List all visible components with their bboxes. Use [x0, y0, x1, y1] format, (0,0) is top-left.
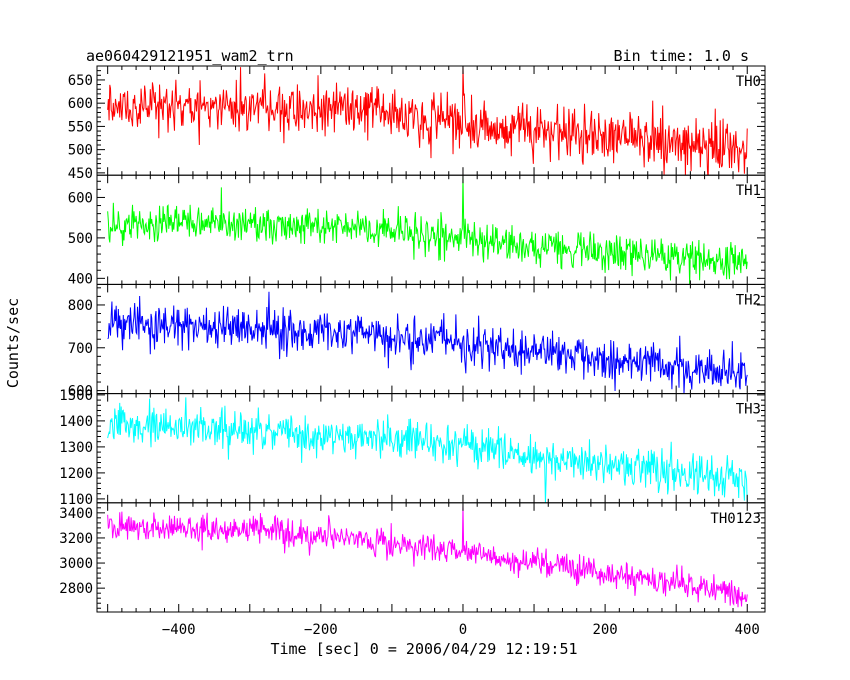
y-axis-title: Counts/sec — [4, 298, 22, 388]
panel-th0: 450 500 550 600 650 TH0 — [68, 65, 766, 182]
y-tick-label: 1100 — [59, 492, 93, 508]
y-tick-label: 600 — [68, 384, 93, 400]
series-line-th1 — [107, 175, 748, 285]
y-tick-label: 3200 — [59, 531, 93, 547]
panel-label-th0123: TH0123 — [710, 511, 761, 527]
y-tick-label: 1300 — [59, 440, 93, 456]
chart-title: ae060429121951_wam2_trn — [86, 47, 294, 65]
panel-label-th0: TH0 — [736, 74, 761, 90]
x-tick-label: −200 — [304, 622, 338, 638]
y-tick-label: 500 — [68, 143, 93, 159]
y-tick-label: 400 — [68, 271, 93, 287]
panels-group: 450 500 550 600 650 TH0 400 500 600 TH1 600 700 800 T… — [59, 65, 766, 613]
series-line-th3 — [107, 397, 748, 503]
panel-th2: 600 700 800 TH2 — [68, 283, 766, 400]
y-tick-label: 550 — [68, 119, 93, 135]
series-line-th2 — [107, 291, 748, 394]
x-tick-label: 0 — [459, 622, 467, 638]
panel-frame — [96, 502, 766, 613]
x-tick-label: 400 — [735, 622, 760, 638]
panel-label-th3: TH3 — [736, 402, 761, 418]
x-tick-label: −400 — [162, 622, 196, 638]
y-tick-label: 450 — [68, 166, 93, 182]
y-tick-label: 500 — [68, 231, 93, 247]
y-tick-label: 3400 — [59, 506, 93, 522]
series-line-th0 — [107, 66, 748, 176]
panel-frame — [96, 174, 766, 285]
panel-th3: 1100 1200 1300 1400 1500 TH3 — [59, 388, 766, 508]
y-tick-label: 1500 — [59, 388, 93, 404]
panel-label-th2: TH2 — [736, 292, 761, 308]
y-tick-label: 1200 — [59, 466, 93, 482]
panel-label-th1: TH1 — [736, 183, 761, 199]
y-tick-label: 800 — [68, 298, 93, 314]
panel-frame — [96, 393, 766, 504]
y-tick-label: 3000 — [59, 556, 93, 572]
series-line-th0123 — [107, 505, 748, 608]
y-tick-label: 700 — [68, 341, 93, 357]
y-tick-label: 2800 — [59, 581, 93, 597]
bin-time-label: Bin time: 1.0 s — [614, 47, 749, 65]
y-tick-label: 1400 — [59, 414, 93, 430]
x-tick-label: 200 — [592, 622, 617, 638]
y-tick-label: 600 — [68, 96, 93, 112]
x-tick-labels: −400 −200 0 200 400 — [162, 622, 760, 638]
x-axis-title: Time [sec] 0 = 2006/04/29 12:19:51 — [270, 640, 577, 658]
panel-th1: 400 500 600 TH1 — [68, 174, 766, 287]
y-tick-label: 600 — [68, 190, 93, 206]
y-tick-label: 650 — [68, 73, 93, 89]
panel-th0123: 2800 3000 3200 3400 TH0123 — [59, 502, 766, 613]
